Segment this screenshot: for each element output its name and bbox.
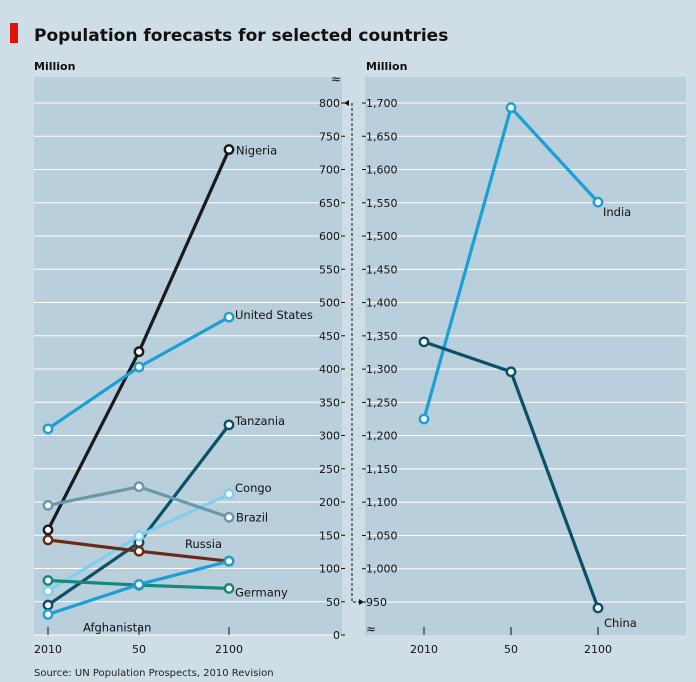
- right-y-tick-label: 1,250: [366, 396, 398, 409]
- left-series-labels: Nigeria United States Tanzania Congo Brazil R…: [83, 144, 313, 635]
- left-y-tick-label: 650: [319, 197, 340, 210]
- right-y-tick-label: 1,400: [366, 297, 398, 310]
- series-label-afghanistan: Afghanistan: [83, 620, 151, 634]
- data-point-germany: [42, 575, 54, 586]
- data-point-united-states: [133, 361, 145, 373]
- series-label-congo: Congo: [235, 481, 272, 495]
- data-point-united-states: [42, 423, 54, 435]
- data-point-tanzania: [42, 599, 54, 611]
- left-gridlines: [34, 102, 342, 636]
- right-y-tick-label: 1,600: [366, 164, 398, 177]
- scale-link-connector: [351, 103, 360, 603]
- left-x-axis: 2010 50 2100: [34, 627, 243, 656]
- accent-bar: [10, 23, 18, 43]
- series-label-united-states: United States: [235, 308, 313, 322]
- series-label-brazil: Brazil: [236, 510, 268, 524]
- right-y-tick-label: 1,000: [366, 563, 398, 576]
- data-point-nigeria: [42, 524, 54, 536]
- data-point-india: [505, 102, 517, 114]
- right-y-tick-label: 1,500: [366, 230, 398, 243]
- data-point-afghanistan: [223, 555, 235, 567]
- left-series-lines: [42, 144, 235, 620]
- left-y-tick-label: 600: [319, 230, 340, 243]
- right-y-tick-label: 1,350: [366, 330, 398, 343]
- data-point-brazil: [223, 511, 235, 523]
- right-y-tick-label: 1,550: [366, 197, 398, 210]
- right-y-tick-label: 1,150: [366, 463, 398, 476]
- data-point-india: [592, 196, 604, 208]
- left-y-tick-label: 550: [319, 263, 340, 276]
- left-y-tick-label: 250: [319, 463, 340, 476]
- right-y-tick-label: 1,450: [366, 263, 398, 276]
- left-y-tick-label: 800: [319, 97, 340, 110]
- series-label-india: India: [603, 205, 631, 219]
- left-y-tick-labels: 0 50 100 150 200 250 300 350 400 450 500 550 600 650 7…: [319, 97, 345, 642]
- left-x-tick-label: 50: [132, 643, 146, 656]
- data-point-congo: [133, 530, 145, 542]
- left-y-tick-label: 350: [319, 396, 340, 409]
- data-point-afghanistan: [42, 608, 54, 620]
- right-series-labels: India China: [603, 205, 637, 630]
- right-axis-break-marker: ≈: [366, 622, 376, 636]
- data-point-afghanistan: [133, 579, 145, 590]
- left-axis-break-marker: ≈: [331, 72, 341, 86]
- left-y-tick-label: 300: [319, 430, 340, 443]
- left-unit-label: Million: [34, 60, 75, 73]
- data-point-china: [592, 602, 604, 614]
- left-y-tick-label: 150: [319, 529, 340, 542]
- scale-link-arrow-bottom: [359, 599, 364, 605]
- right-y-tick-label: 1,700: [366, 97, 398, 110]
- right-y-tick-label: 1,200: [366, 430, 398, 443]
- series-label-germany: Germany: [235, 585, 288, 599]
- right-y-tick-labels: 950 1,000 1,050 1,100 1,150 1,200 1,250 1,300 1,…: [362, 97, 398, 609]
- data-point-congo: [42, 585, 54, 597]
- right-x-axis: 2010 50 2100: [410, 627, 612, 656]
- data-point-china: [418, 336, 430, 348]
- right-gridlines: [365, 102, 686, 603]
- data-point-china: [505, 366, 517, 378]
- right-x-tick-label: 2100: [584, 643, 612, 656]
- data-point-united-states: [223, 311, 235, 323]
- right-y-tick-label: 1,300: [366, 363, 398, 376]
- left-y-tick-label: 750: [319, 130, 340, 143]
- left-y-tick-label: 50: [326, 596, 340, 609]
- data-point-germany: [223, 583, 235, 594]
- data-point-india: [418, 413, 430, 425]
- left-y-tick-label: 400: [319, 363, 340, 376]
- scale-link-arrow-top: [344, 100, 349, 106]
- data-point-russia: [42, 534, 54, 546]
- right-unit-label: Million: [366, 60, 407, 73]
- left-x-tick-label: 2010: [34, 643, 62, 656]
- data-point-nigeria: [133, 346, 145, 358]
- right-y-tick-label: 1,650: [366, 130, 398, 143]
- right-y-tick-label: 950: [366, 596, 387, 609]
- data-point-brazil: [133, 481, 145, 493]
- data-point-brazil: [42, 499, 54, 511]
- series-label-china: China: [604, 616, 637, 630]
- left-y-tick-label: 500: [319, 297, 340, 310]
- right-y-tick-label: 1,050: [366, 529, 398, 542]
- right-x-tick-label: 2010: [410, 643, 438, 656]
- data-point-congo: [223, 488, 235, 500]
- left-y-tick-label: 450: [319, 330, 340, 343]
- right-y-tick-label: 1,100: [366, 496, 398, 509]
- series-label-nigeria: Nigeria: [236, 144, 277, 158]
- left-x-tick-label: 2100: [215, 643, 243, 656]
- right-plot-panel: [365, 77, 686, 635]
- series-label-tanzania: Tanzania: [234, 414, 285, 428]
- source-note: Source: UN Population Prospects, 2010 Re…: [34, 668, 274, 679]
- left-y-tick-label: 100: [319, 563, 340, 576]
- series-label-russia: Russia: [185, 537, 222, 551]
- right-x-tick-label: 50: [504, 643, 518, 656]
- data-point-russia: [133, 545, 145, 557]
- left-y-tick-label: 200: [319, 496, 340, 509]
- chart-title: Population forecasts for selected countr…: [34, 26, 448, 46]
- left-plot-panel: [34, 77, 342, 635]
- left-y-tick-label: 0: [333, 629, 340, 642]
- data-point-tanzania: [223, 419, 235, 431]
- left-y-tick-label: 700: [319, 164, 340, 177]
- data-point-nigeria: [223, 144, 235, 155]
- right-series-lines: [418, 102, 604, 614]
